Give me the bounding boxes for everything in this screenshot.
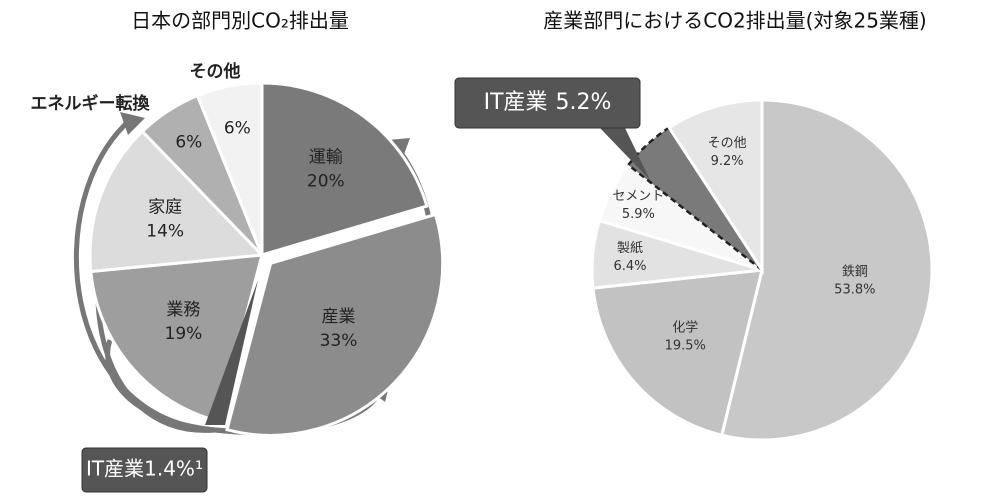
slice-name: その他 — [708, 136, 747, 151]
chart-title: 日本の部門別CO₂排出量 — [131, 9, 349, 33]
callout-pointer — [205, 280, 258, 425]
slice-value: 14% — [146, 221, 184, 241]
slice-value: 6% — [224, 118, 251, 138]
callout-text: IT産業 5.2% — [484, 90, 612, 115]
pie-slice — [195, 81, 264, 256]
slice-value: 20% — [307, 172, 345, 192]
slice-value: 6.4% — [613, 259, 646, 274]
pie-slice — [225, 212, 445, 437]
slice-name: その他 — [190, 61, 241, 82]
callout-value: 5.2% — [556, 90, 612, 115]
callout-box — [81, 447, 208, 493]
slice-value: 53.8% — [834, 283, 875, 298]
slice-name: セメント — [613, 189, 665, 204]
slice-name: エネルギー転換 — [31, 93, 151, 114]
slice-value: 19.5% — [665, 339, 706, 354]
pie-slice — [719, 98, 934, 442]
callout-text: IT産業1.4%¹ — [86, 457, 203, 481]
slice-name: 製紙 — [617, 241, 643, 256]
pie-slice — [591, 268, 764, 437]
callout-pointer — [600, 128, 650, 180]
slice-value: 5.9% — [622, 207, 655, 222]
slice-value: 33% — [320, 331, 358, 351]
pie-slice — [667, 98, 764, 276]
slice-value: 6% — [175, 133, 202, 153]
slice-name: 化学 — [672, 320, 698, 336]
pie-slice — [260, 81, 429, 258]
slice-value: 9.2% — [711, 154, 744, 169]
chart-title: 産業部門におけるCO2排出量(対象25業種) — [543, 9, 927, 33]
pie-slice — [88, 129, 266, 274]
pie-slice — [89, 253, 264, 424]
slice-name: 鉄鋼 — [842, 265, 868, 280]
callout-name: IT産業 — [484, 90, 548, 115]
slice-value: 19% — [165, 324, 203, 344]
slice-name: 産業 — [322, 307, 356, 327]
slice-name: 業務 — [166, 300, 200, 320]
slice-name: 家庭 — [148, 197, 182, 217]
pie-slice — [597, 162, 763, 272]
callout-box — [454, 77, 641, 129]
slice-name: 運輸 — [309, 148, 343, 168]
